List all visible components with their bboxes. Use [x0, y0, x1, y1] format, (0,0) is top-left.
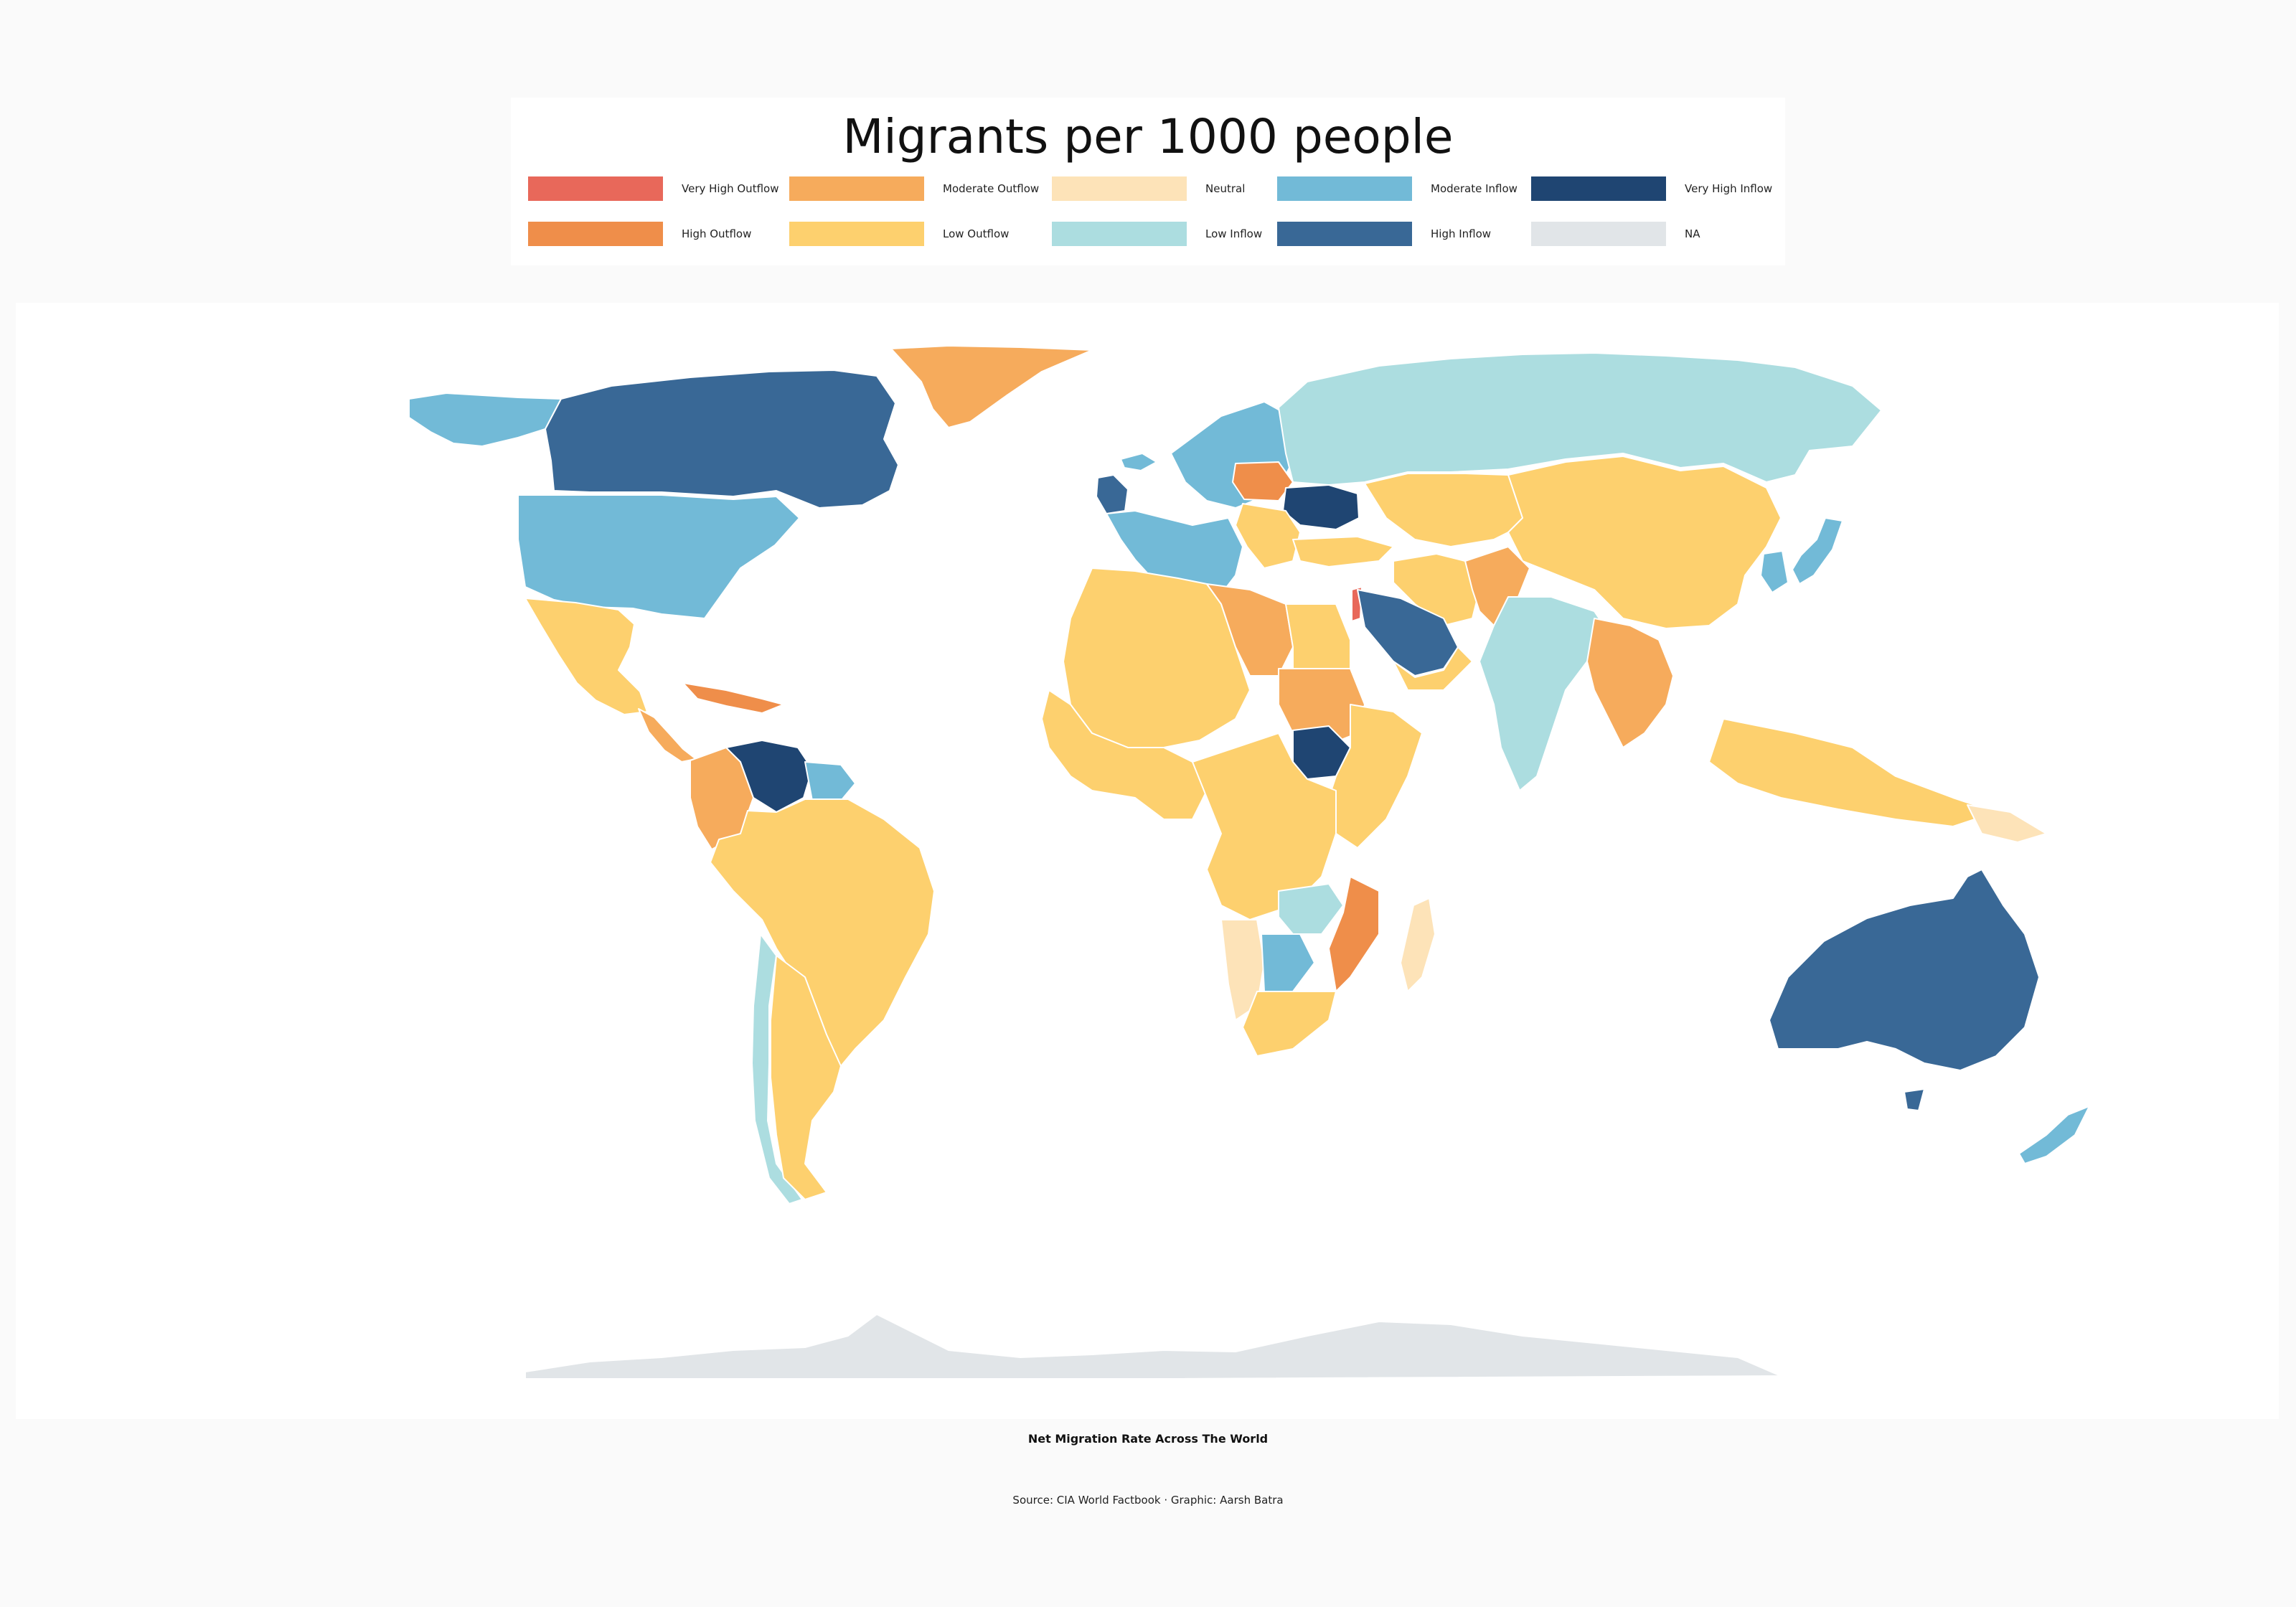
map-region-eastern-africa: [1328, 704, 1423, 849]
legend-label-neutral: Neutral: [1205, 182, 1246, 195]
caption-title: Net Migration Rate Across The World: [1027, 1432, 1269, 1446]
legend-swatch-low-outflow: [789, 222, 924, 246]
legend-swatch-moderate-inflow: [1277, 176, 1412, 201]
legend-title: Migrants per 1000 people: [842, 109, 1454, 164]
legend-swatch-neutral: [1052, 176, 1187, 201]
map-region-new-zealand: [2018, 1106, 2090, 1164]
legend-label-moderate-outflow: Moderate Outflow: [943, 182, 1040, 195]
map-region-indonesia: [1708, 718, 1997, 827]
map-region-venezuela: [725, 740, 813, 813]
legend-label-na: NA: [1685, 227, 1700, 240]
map-region-southeast-asia: [1586, 618, 1674, 748]
map-region-central-america: [638, 708, 697, 763]
legend-label-high-outflow: High Outflow: [682, 227, 752, 240]
map-region-india: [1479, 596, 1609, 791]
world-map: [408, 345, 2090, 1380]
map-region-turkey: [1292, 536, 1394, 567]
map-region-zambia: [1278, 883, 1344, 935]
legend-panel: Migrants per 1000 people Very High Outfl…: [511, 98, 1785, 265]
map-region-saudi-arabia: [1357, 589, 1459, 677]
legend-swatch-moderate-outflow: [789, 176, 924, 201]
map-region-north-africa: [1063, 567, 1251, 748]
legend-swatch-low-inflow: [1052, 222, 1187, 246]
map-region-west-africa: [1041, 689, 1208, 820]
map-region-antarctica: [524, 1314, 1782, 1380]
map-region-poland: [1232, 461, 1294, 501]
map-region-korea: [1760, 550, 1789, 593]
legend-swatch-na: [1531, 222, 1666, 246]
map-region-canada: [545, 369, 899, 509]
legend-label-very-high-inflow: Very High Inflow: [1685, 182, 1773, 195]
map-region-australia: [1769, 869, 2040, 1071]
map-region-iran: [1393, 553, 1480, 626]
map-region-united-states: [517, 494, 800, 619]
map-region-mozambique: [1328, 876, 1380, 992]
map-region-southern-cone: [770, 955, 842, 1200]
legend-label-high-inflow: High Inflow: [1431, 227, 1492, 240]
legend-label-low-outflow: Low Outflow: [943, 227, 1010, 240]
map-region-chile: [751, 933, 803, 1205]
map-region-yemen-oman: [1393, 646, 1473, 691]
legend-swatch-high-outflow: [528, 222, 663, 246]
map-region-russia: [1278, 352, 1882, 486]
map-panel: [16, 303, 2279, 1419]
map-region-balkans: [1235, 503, 1301, 569]
map-region-central-africa: [1192, 732, 1337, 920]
map-region-tasmania: [1904, 1088, 1925, 1111]
map-region-kazakhstan-central-asia: [1364, 473, 1530, 547]
map-region-mexico: [524, 598, 648, 715]
map-region-alaska: [408, 392, 562, 447]
map-region-greenland: [890, 345, 1093, 428]
legend-label-low-inflow: Low Inflow: [1205, 227, 1263, 240]
legend-swatch-very-high-outflow: [528, 176, 663, 201]
map-region-madagascar: [1400, 897, 1436, 992]
map-region-botswana: [1261, 933, 1315, 992]
legend-swatch-very-high-inflow: [1531, 176, 1666, 201]
map-region-papua-new-guinea: [1967, 804, 2047, 843]
caption-source: Source: CIA World Factbook · Graphic: Aa…: [1012, 1494, 1284, 1507]
legend-label-very-high-outflow: Very High Outflow: [682, 182, 779, 195]
map-region-japan: [1792, 517, 1843, 585]
legend-swatch-high-inflow: [1277, 222, 1412, 246]
map-region-egypt: [1285, 603, 1351, 669]
map-region-brazil: [710, 798, 935, 1067]
map-region-british-isles: [1096, 474, 1129, 514]
map-region-iceland: [1120, 453, 1157, 471]
map-region-guianas: [804, 761, 856, 801]
map-region-south-africa: [1242, 991, 1337, 1057]
legend-label-moderate-inflow: Moderate Inflow: [1431, 182, 1518, 195]
map-region-caribbean: [682, 682, 784, 714]
